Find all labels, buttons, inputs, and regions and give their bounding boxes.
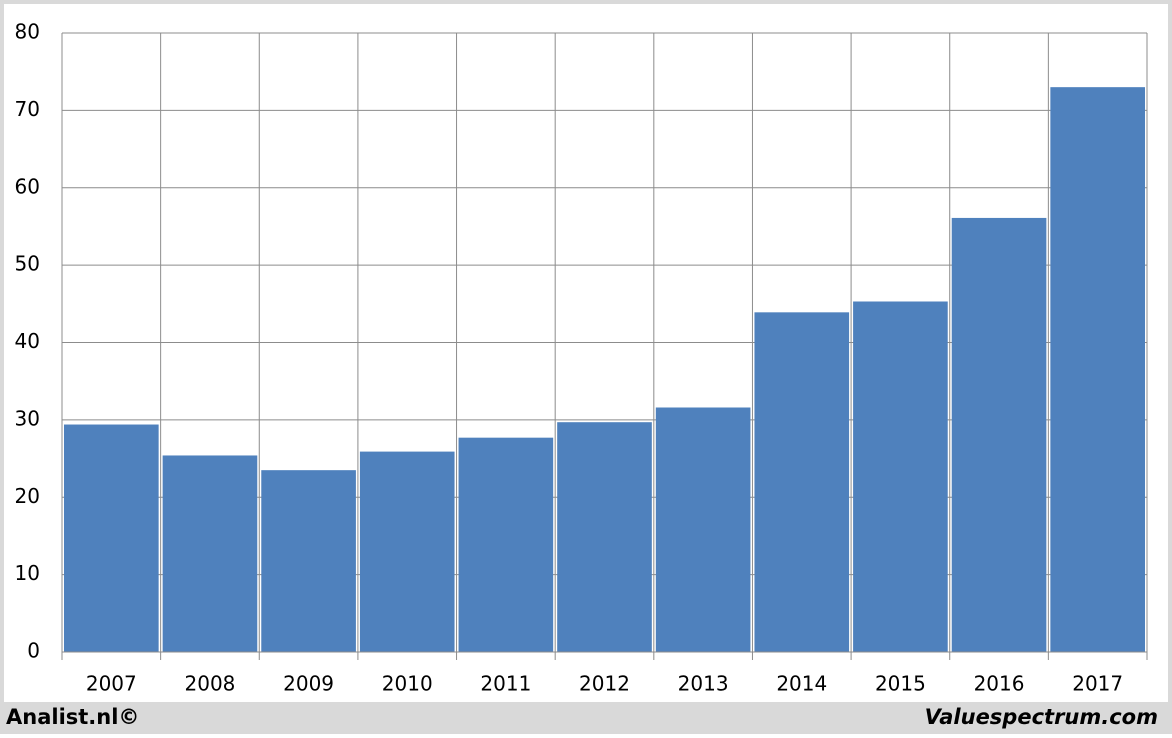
y-tick-label: 60 xyxy=(15,174,40,198)
x-tick-label: 2008 xyxy=(185,672,236,696)
bar xyxy=(655,407,751,652)
x-tick-label: 2011 xyxy=(480,672,531,696)
x-tick-label: 2017 xyxy=(1072,672,1123,696)
y-tick-label: 50 xyxy=(15,252,40,276)
y-tick-label: 40 xyxy=(15,329,40,353)
bar xyxy=(359,451,455,652)
x-tick-label: 2009 xyxy=(283,672,334,696)
source-right: Valuespectrum.com xyxy=(925,705,1158,729)
bar xyxy=(951,217,1047,652)
bar xyxy=(853,301,948,652)
y-tick-label: 70 xyxy=(15,97,40,121)
x-tick-label: 2015 xyxy=(875,672,926,696)
bar xyxy=(162,455,258,652)
y-tick-label: 30 xyxy=(15,406,40,430)
x-tick-label: 2014 xyxy=(776,672,827,696)
bar xyxy=(458,437,554,652)
x-tick-label: 2012 xyxy=(579,672,630,696)
y-tick-label: 0 xyxy=(27,639,40,663)
y-tick-label: 80 xyxy=(15,20,40,44)
y-tick-label: 10 xyxy=(15,561,40,585)
bar xyxy=(1050,87,1145,653)
x-tick-label: 2013 xyxy=(678,672,729,696)
source-left: Analist.nl© xyxy=(6,705,139,729)
y-tick-label: 20 xyxy=(15,484,40,508)
x-tick-label: 2016 xyxy=(974,672,1025,696)
bar xyxy=(557,422,652,652)
bar xyxy=(64,424,159,652)
x-tick-label: 2010 xyxy=(382,672,433,696)
bar xyxy=(754,312,850,652)
bar xyxy=(261,470,356,652)
x-tick-label: 2007 xyxy=(86,672,137,696)
